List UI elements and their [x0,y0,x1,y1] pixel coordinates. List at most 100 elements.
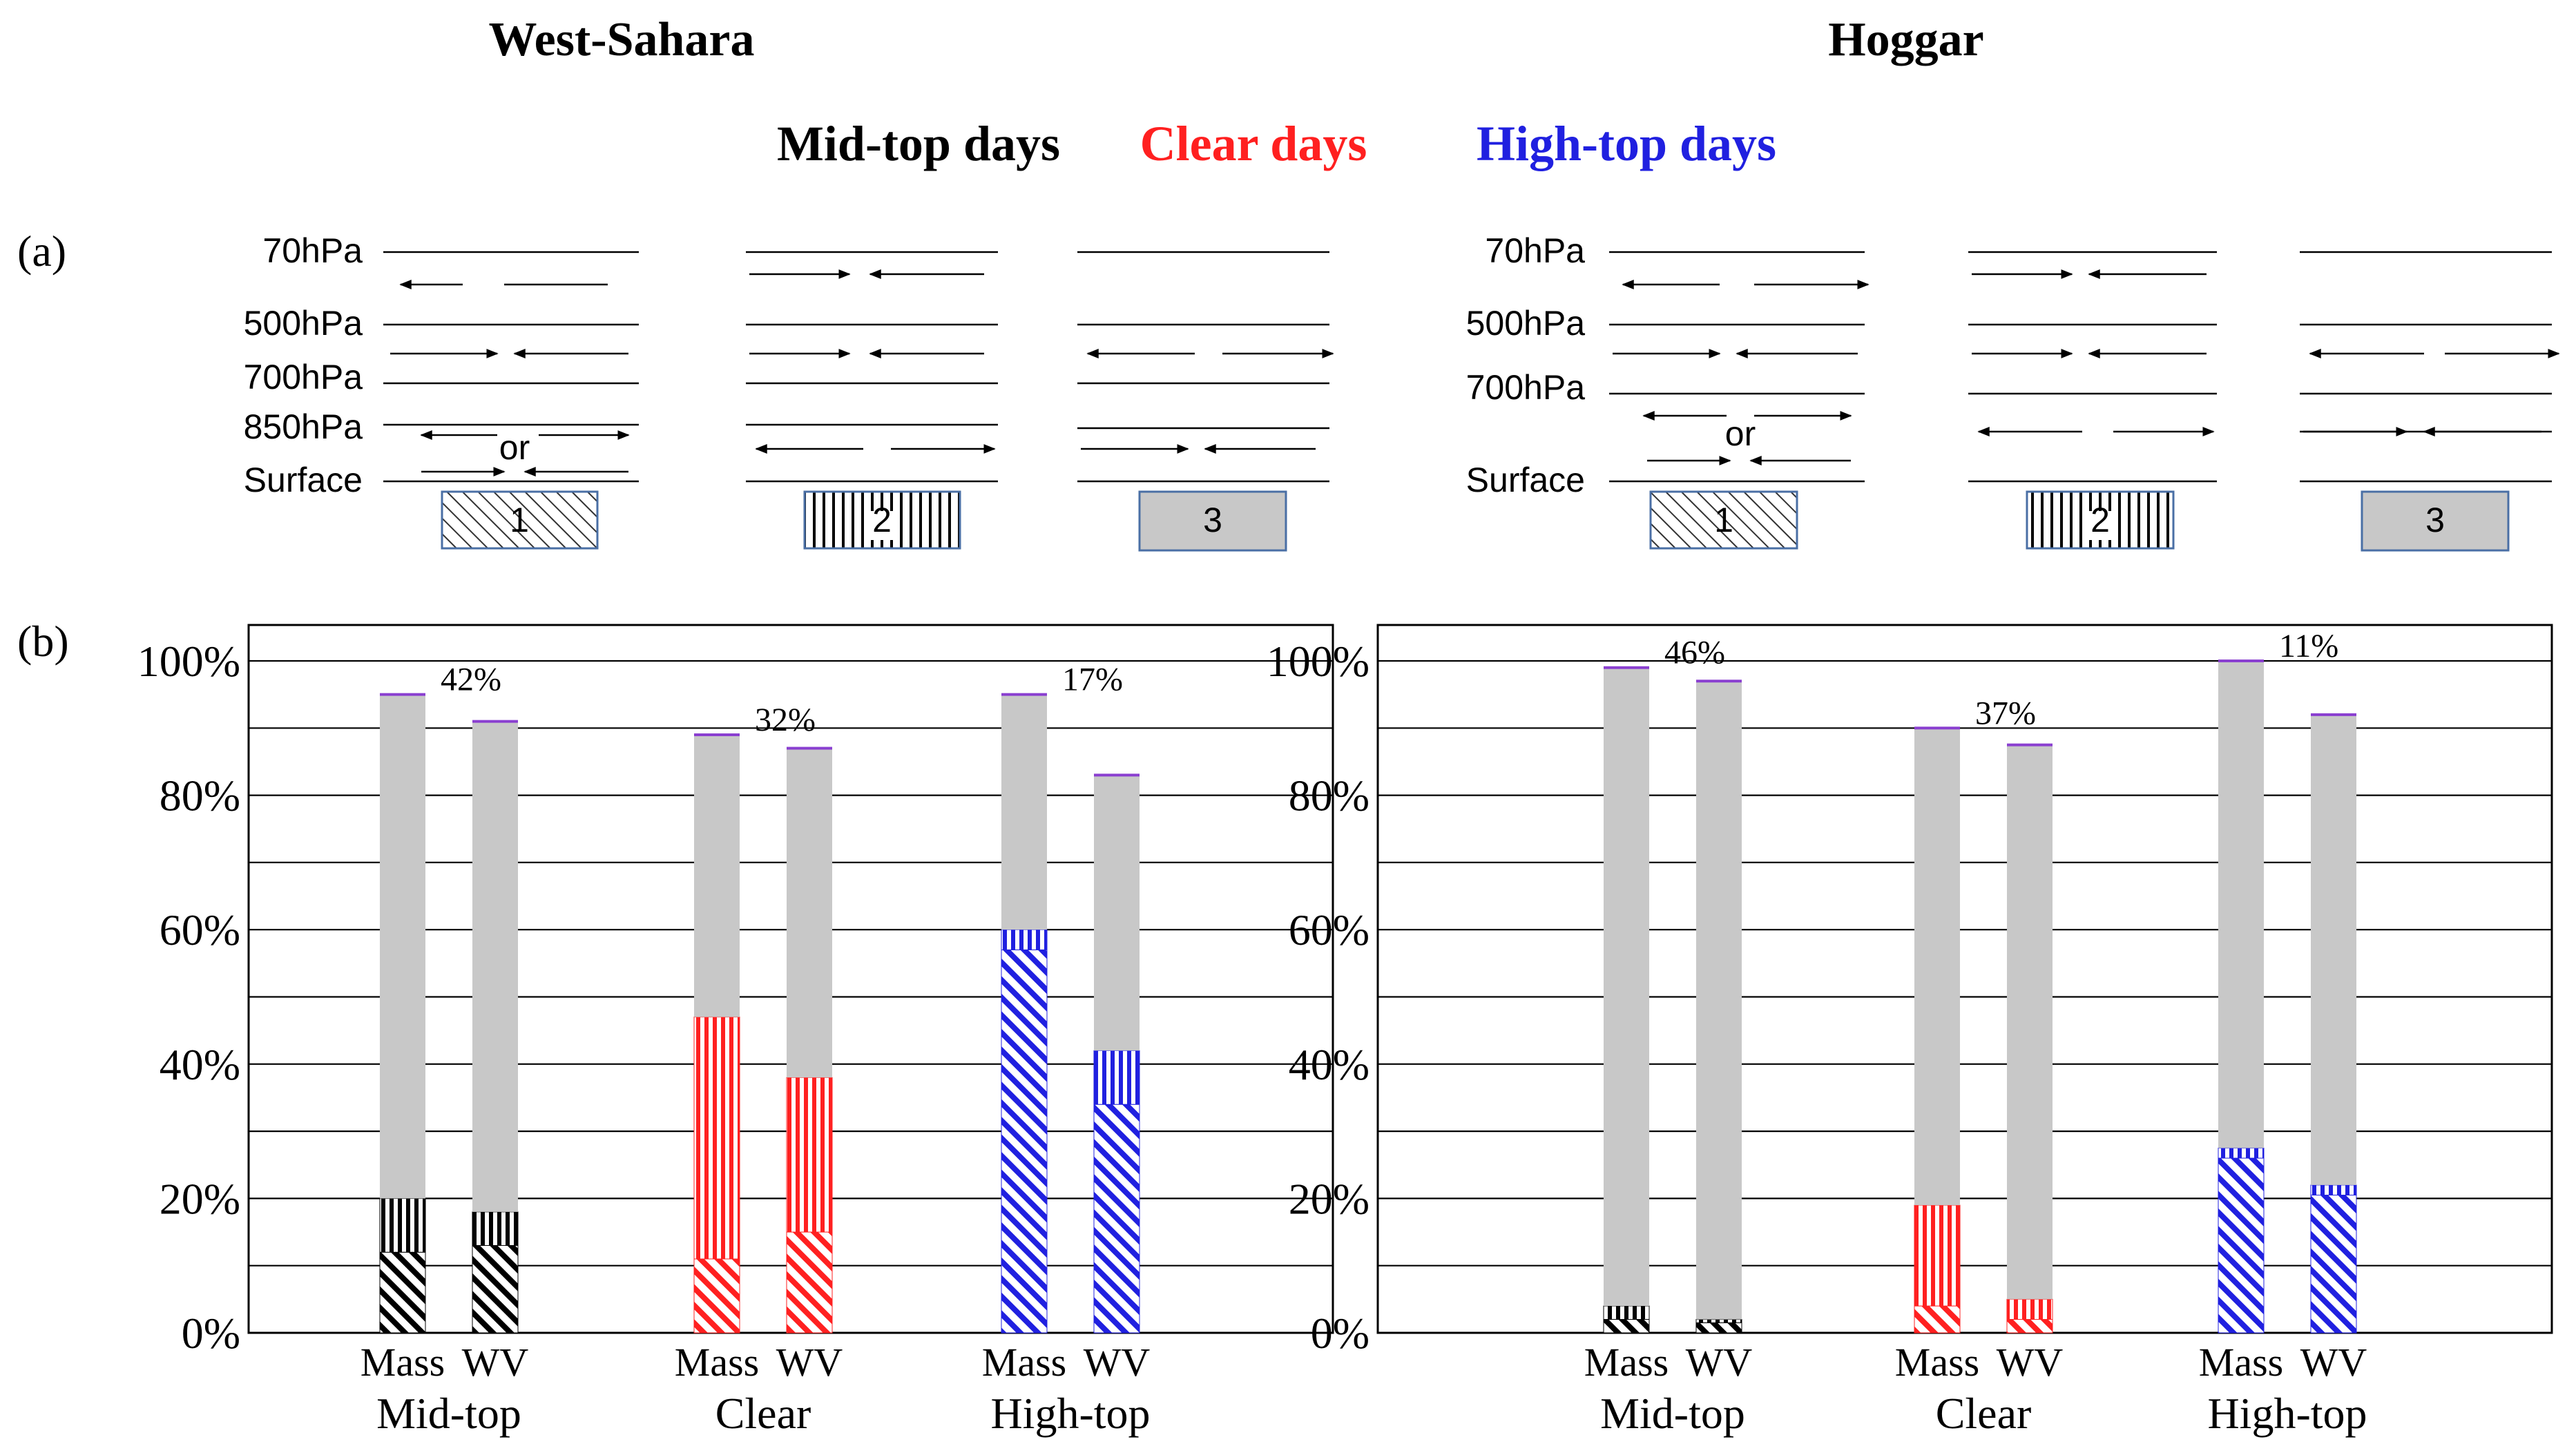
bar-segment-1 [1695,1322,1742,1334]
bar-segment-3 [380,694,425,1199]
bar-segment-3 [1914,728,1960,1206]
bar-segment-1 [2006,1319,2053,1334]
bar-segment-1 [1093,1104,1140,1334]
box-1-left [441,490,599,550]
bar-segment-2 [472,1211,519,1247]
bar-segment-3 [1696,681,1742,1320]
bar-label: WV [1084,1340,1151,1385]
box-1-left-label: 1 [510,501,529,539]
bar-segment-1 [693,1258,740,1334]
bar-label: WV [2300,1340,2367,1385]
bar-label: Mass [982,1340,1066,1385]
group-label: Mid-top [376,1389,521,1438]
or-label-left: or [499,428,530,467]
bar-segment-1 [472,1245,519,1334]
y-tick-label: 60% [160,905,240,954]
y-tick-label: 20% [1289,1174,1369,1223]
bar-label: WV [462,1340,529,1385]
bar-segment-1 [2218,1157,2265,1334]
bar-segment-3 [472,721,518,1212]
schematic-west-sahara: 70hPa 500hPa 700hPa 850hPa Surface or 1 [244,231,1334,552]
legend-mid-top: Mid-top days [777,116,1060,171]
panel-label-b: (b) [17,617,69,666]
legend-high-top: High-top days [1477,116,1776,171]
bar-label: Mass [675,1340,759,1385]
or-label-right: or [1725,414,1756,453]
y-tick-label: 40% [1289,1040,1369,1089]
box-3-right [2361,490,2510,552]
bar-segment-1 [2310,1195,2357,1334]
box-1-right-label: 1 [1714,501,1733,539]
bar-segment-3 [2311,714,2356,1185]
bar-label: WV [1997,1340,2064,1385]
group-pct-label: 17% [1062,662,1123,698]
bar-segment-2 [693,1017,740,1260]
level-surface-h: Surface [1466,461,1585,499]
y-tick-label: 80% [160,771,240,820]
level-850hpa: 850hPa [244,407,363,446]
group-label: High-top [990,1389,1150,1438]
level-700hpa-h: 700hPa [1466,368,1586,407]
y-tick-label: 20% [160,1174,240,1223]
bar-segment-3 [1604,667,1649,1307]
box-1-right [1649,490,1798,550]
y-tick-label: 100% [137,637,240,686]
bar-segment-2 [2218,1147,2265,1159]
level-surface: Surface [244,461,363,499]
bar-label: Mass [1895,1340,1979,1385]
group-label: Clear [1936,1389,2032,1438]
group-pct-label: 32% [755,702,816,738]
box-2-right-label: 2 [2090,501,2110,539]
legend-clear: Clear days [1140,116,1367,171]
title-hoggar: Hoggar [1828,13,1984,66]
group-pct-label: 42% [441,662,501,698]
bar-segment-3 [787,748,832,1078]
plot-frame [1376,624,2553,1334]
bar-segment-2 [786,1077,833,1233]
bar-segment-2 [1603,1305,1650,1320]
bar-segment-2 [2310,1184,2357,1196]
bar-segment-2 [379,1197,426,1253]
title-west-sahara: West-Sahara [489,13,755,66]
box-3-left-label: 3 [1203,501,1222,539]
y-tick-label: 100% [1267,637,1369,686]
box-2-left-label: 2 [872,501,892,539]
bar-segment-2 [1093,1050,1140,1105]
bar-segment-2 [1001,929,1048,950]
bar-segment-1 [786,1231,833,1334]
bar-segment-1 [1603,1319,1650,1334]
bar-segment-1 [379,1251,426,1334]
level-700hpa: 700hPa [244,358,363,396]
bar-label: WV [776,1340,843,1385]
schematic-hoggar: 70hPa 500hPa 700hPa Surface or 1 2 [1466,231,2560,552]
group-pct-label: 46% [1664,635,1725,671]
group-label: High-top [2207,1389,2367,1438]
bar-label: Mass [1584,1340,1669,1385]
y-tick-label: 80% [1289,771,1369,820]
bar-segment-3 [1094,775,1140,1051]
bar-segment-3 [2007,744,2053,1300]
group-label: Mid-top [1600,1389,1745,1438]
bar-segment-3 [694,735,740,1017]
panel-label-a: (a) [17,227,66,276]
y-tick-label: 60% [1289,905,1369,954]
bar-label: Mass [361,1340,445,1385]
bar-segment-1 [1914,1305,1961,1334]
level-70hpa-h: 70hPa [1485,231,1585,270]
bar-segment-2 [1914,1204,1961,1307]
bar-label: Mass [2199,1340,2283,1385]
bar-label: WV [1686,1340,1753,1385]
group-pct-label: 37% [1975,695,2036,731]
level-500hpa-h: 500hPa [1466,304,1586,343]
group-pct-label: 11% [2279,628,2338,664]
level-70hpa: 70hPa [262,231,363,270]
box-3-left [1138,490,1287,552]
group-label: Clear [715,1389,811,1438]
box-3-right-label: 3 [2425,501,2445,539]
bar-segment-2 [2006,1298,2053,1320]
bar-segment-1 [1001,949,1048,1334]
level-500hpa: 500hPa [244,304,363,343]
y-tick-label: 40% [160,1040,240,1089]
